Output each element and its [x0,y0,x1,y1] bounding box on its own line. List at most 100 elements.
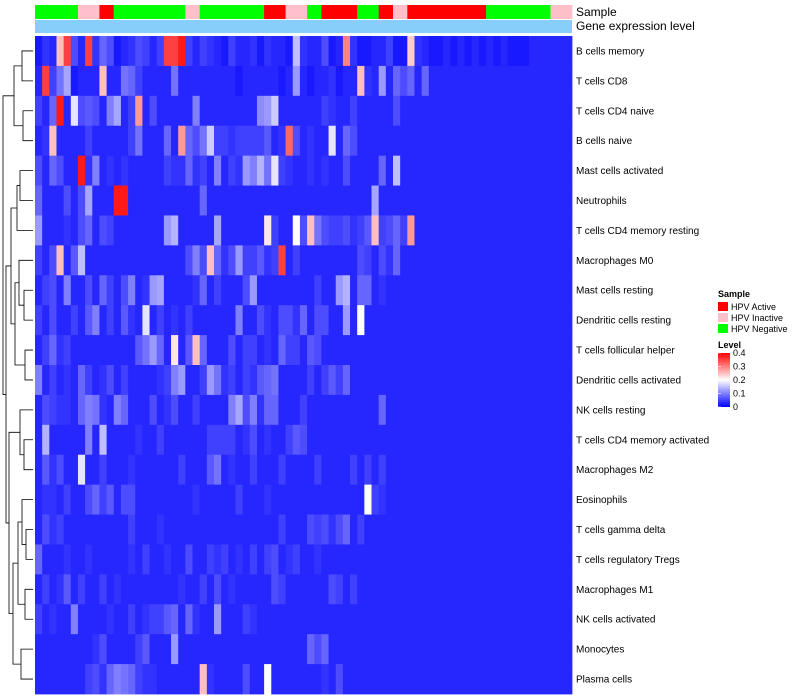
heatmap-cell [328,36,337,67]
heatmap-cell [49,215,57,246]
heatmap-cell [42,215,50,246]
heatmap-cell [385,574,394,605]
heatmap-cell [486,95,494,127]
heatmap-cell [35,36,43,67]
heatmap-cell [342,514,351,545]
dendrogram-link [17,521,25,605]
heatmap-cell [378,484,387,515]
heatmap-cell [536,65,544,97]
heatmap-cell [471,335,480,366]
heatmap-cell [299,394,308,426]
heatmap-cell [242,245,251,276]
heatmap-cell [493,544,501,575]
heatmap-cell [99,335,107,366]
heatmap-cell [335,215,344,246]
heatmap-cell [471,65,480,97]
heatmap-cell [521,65,530,97]
heatmap-cell [63,544,72,575]
heatmap-cell [214,484,222,515]
heatmap-cell [500,275,508,306]
heatmap-cell [514,36,523,67]
heatmap-cell [400,634,408,665]
heatmap-cell [414,544,423,575]
heatmap-cell [228,185,236,216]
heatmap-cell [206,454,215,486]
heatmap-cell [242,544,251,575]
heatmap-cell [536,664,544,695]
heatmap-cell [435,65,444,97]
heatmap-cell [371,664,380,695]
heatmap-cell [113,544,122,575]
heatmap-cell [242,454,251,486]
heatmap-cell [514,664,523,695]
heatmap-cell [99,544,107,575]
heatmap-cell [142,544,150,575]
heatmap-cell [163,95,172,127]
sample-track-cell [321,5,329,19]
heatmap-cell [450,335,458,366]
heatmap-cell [357,275,365,306]
heatmap-cell [400,36,408,67]
heatmap-cell [128,36,136,67]
heatmap-cell [278,484,286,515]
heatmap-cell [106,484,115,515]
heatmap-cell [206,125,215,157]
heatmap-cell [421,95,430,127]
heatmap-cell [278,394,286,426]
heatmap-cell [364,394,372,426]
heatmap-cell [63,394,72,426]
heatmap-cell [285,424,294,456]
heatmap-cell [321,65,329,97]
heatmap-cell [335,365,344,396]
heatmap-cell [264,664,272,695]
heatmap-cell [521,305,530,336]
heatmap-cell [113,365,122,396]
heatmap-cell [49,365,57,396]
heatmap-cell [128,664,136,695]
dendrogram-link [24,349,33,381]
heatmap-cell [56,155,65,186]
heatmap-cell [507,484,516,515]
heatmap-cell [299,634,308,665]
heatmap-cell [364,634,372,665]
heatmap-cell [149,544,158,575]
heatmap-cell [357,155,365,186]
heatmap-cell [106,185,115,216]
heatmap-cell [92,65,100,97]
heatmap-cell [450,155,458,186]
row-label: B cells naive [576,136,633,147]
heatmap-cell [285,36,294,67]
legend-swatch [718,324,728,333]
heatmap-cell [156,424,165,456]
heatmap-cell [63,245,72,276]
heatmap-cell [435,424,444,456]
heatmap-cell [199,65,208,97]
heatmap-cell [393,664,401,695]
heatmap-cell [113,484,122,515]
heatmap-cell [328,275,337,306]
heatmap-cell [156,95,165,127]
heatmap-cell [156,604,165,635]
heatmap-cell [128,634,136,665]
heatmap-cell [113,335,122,366]
heatmap-cell [92,484,100,515]
heatmap-cell [421,365,430,396]
heatmap-cell [192,544,201,575]
heatmap-cell [536,275,544,306]
heatmap-cell [357,634,365,665]
heatmap-cell [77,604,86,635]
heatmap-cell [235,544,244,575]
heatmap-cell [63,65,72,97]
heatmap-cell [242,664,251,695]
heatmap-cell [500,95,508,127]
heatmap-cell [128,65,136,97]
heatmap-cell [321,544,329,575]
heatmap-cell [529,604,537,635]
heatmap-cell [178,544,186,575]
heatmap-cell [163,664,172,695]
heatmap-cell [400,305,408,336]
heatmap-cell [178,365,186,396]
heatmap-cell [557,604,566,635]
heatmap-cell [393,335,401,366]
heatmap-cell [128,185,136,216]
